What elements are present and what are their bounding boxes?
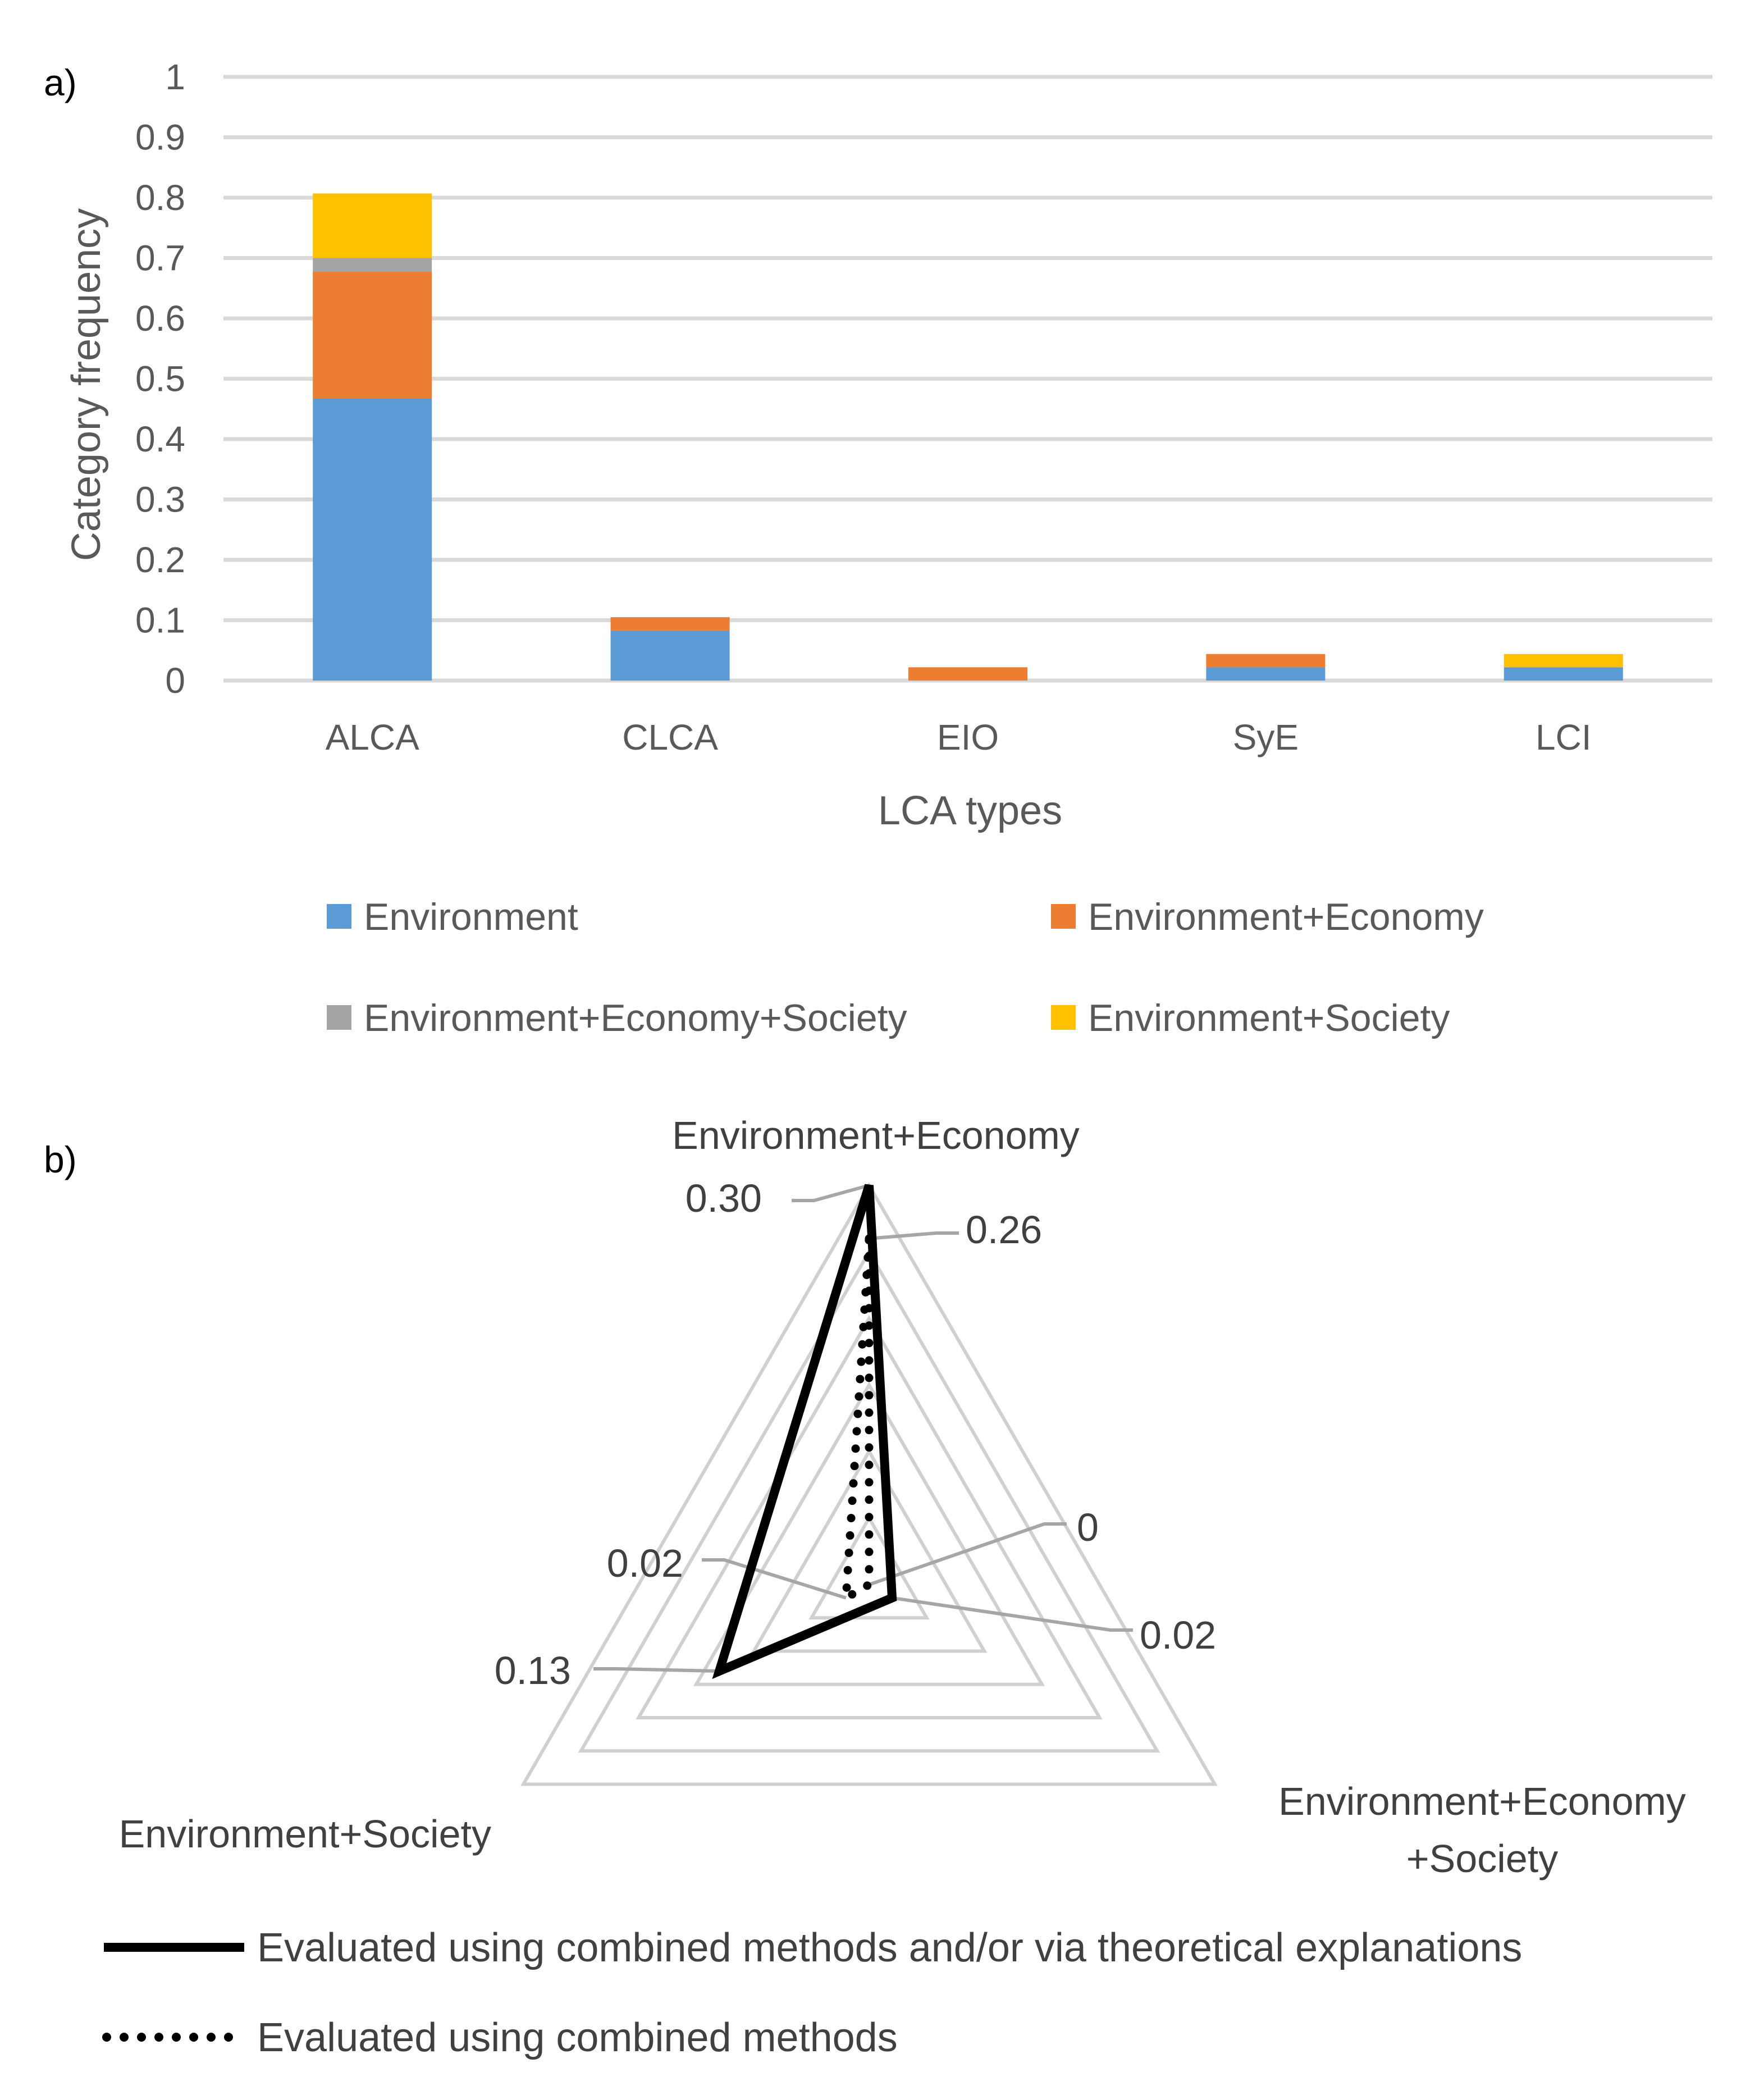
radar-value-labels: 0.30 0.26 0.02 0.13 0 0.02 (495, 1176, 1217, 1692)
legend-label-dotted: Evaluated using combined methods (257, 2015, 898, 2060)
value-leader-line (593, 1667, 720, 1673)
radar-axis-labels: Environment+Economy Environment+Economy … (119, 1113, 1686, 1881)
legend-swatch-environment-economy-society (327, 1005, 351, 1030)
bar-gridlines (223, 75, 1712, 683)
y-tick-label: 0.3 (135, 480, 185, 520)
y-tick-label: 0.6 (135, 298, 185, 339)
legend-label-environment-economy-society: Environment+Economy+Society (364, 997, 907, 1039)
bar-segment (1206, 654, 1326, 668)
radar-grid-ring (693, 1381, 1045, 1686)
radar-grid (520, 1182, 1218, 1786)
value-leader-line (702, 1558, 847, 1600)
panel-a-bar-chart: a) 0 0.1 0.2 0.3 0.4 0.5 0.6 0.7 0.8 0.9 1 ALCA CLC… (44, 57, 1712, 1039)
x-tick-label: SyE (1233, 717, 1299, 757)
radar-grid-ring (808, 1514, 930, 1620)
radar-axis-label-right-line2: +Society (1406, 1837, 1558, 1881)
legend-label-solid: Evaluated using combined methods and/or … (257, 1925, 1522, 1970)
bar-segment (313, 258, 432, 272)
radar-value-label: 0.02 (1140, 1613, 1216, 1657)
bar-segment (1503, 667, 1623, 681)
radar-value-label: 0.02 (607, 1541, 683, 1585)
y-tick-label: 0.9 (135, 117, 185, 158)
bar-segment (1206, 667, 1326, 681)
radar-value-label: 0.13 (495, 1649, 571, 1692)
value-leader-line (792, 1184, 870, 1202)
bar-segment (313, 271, 432, 399)
y-axis-title: Category frequency (64, 208, 109, 561)
bar-y-tick-labels: 0 0.1 0.2 0.3 0.4 0.5 0.6 0.7 0.8 0.9 1 (135, 57, 185, 701)
x-tick-label: CLCA (622, 717, 718, 757)
radar-value-label: 0.30 (686, 1176, 762, 1220)
bar-stack-alca (313, 193, 432, 681)
legend-label-environment: Environment (364, 896, 578, 938)
bar-segment (1503, 654, 1623, 668)
radar-axis-label-left: Environment+Society (119, 1812, 491, 1856)
legend-swatch-environment-society (1051, 1005, 1076, 1030)
bar-legend: Environment Environment+Economy Environm… (327, 896, 1484, 1039)
bar-stacks (313, 193, 1623, 681)
y-tick-label: 0.8 (135, 177, 185, 218)
bar-segment (313, 398, 432, 681)
bar-segment (908, 667, 1027, 681)
bar-segment (610, 617, 730, 631)
radar-grid-ring (578, 1248, 1160, 1753)
radar-value-label: 0 (1077, 1505, 1099, 1549)
x-tick-label: EIO (937, 717, 999, 757)
radar-axis-label-right-line1: Environment+Economy (1278, 1779, 1686, 1823)
value-leader-line (869, 1522, 1067, 1586)
y-tick-label: 0.2 (135, 540, 185, 580)
panel-a-label: a) (44, 62, 77, 103)
value-leader-line (869, 1231, 959, 1240)
bar-stack-eio (908, 667, 1027, 681)
radar-grid-ring (636, 1315, 1103, 1719)
bar-x-tick-labels: ALCA CLCA EIO SyE LCI (326, 717, 1592, 757)
value-leader-line (892, 1596, 1133, 1632)
bar-segment (313, 193, 432, 258)
bar-stack-sye (1206, 654, 1326, 681)
bar-stack-clca (610, 617, 730, 681)
radar-legend: Evaluated using combined methods and/or … (102, 1925, 1522, 2060)
y-tick-label: 0.5 (135, 359, 185, 399)
y-tick-label: 1 (165, 57, 185, 97)
y-tick-label: 0 (165, 660, 185, 701)
radar-axis-label-top: Environment+Economy (672, 1113, 1080, 1157)
legend-label-environment-society: Environment+Society (1088, 997, 1450, 1039)
radar-grid-ring (751, 1448, 988, 1653)
x-tick-label: ALCA (326, 717, 420, 757)
radar-series-solid (712, 1184, 897, 1679)
radar-series (712, 1184, 897, 1679)
panel-b-radar-chart: b) 0.30 0.26 0.02 0.13 0 0.02 Environment+Eco… (44, 1113, 1686, 2060)
bar-segment (610, 630, 730, 681)
panel-b-label: b) (44, 1139, 77, 1180)
radar-value-leader-lines (593, 1184, 1133, 1673)
x-tick-label: LCI (1535, 717, 1592, 757)
bar-stack-lci (1503, 654, 1623, 681)
legend-label-environment-economy: Environment+Economy (1088, 896, 1484, 938)
y-tick-label: 0.1 (135, 600, 185, 641)
legend-swatch-environment-economy (1051, 904, 1076, 929)
legend-swatch-environment (327, 904, 351, 929)
y-tick-label: 0.4 (135, 419, 185, 459)
x-axis-title: LCA types (878, 788, 1062, 833)
radar-series-dotted (841, 1238, 874, 1606)
radar-grid-ring (520, 1182, 1218, 1786)
y-tick-label: 0.7 (135, 238, 185, 279)
radar-value-label: 0.26 (966, 1208, 1042, 1252)
